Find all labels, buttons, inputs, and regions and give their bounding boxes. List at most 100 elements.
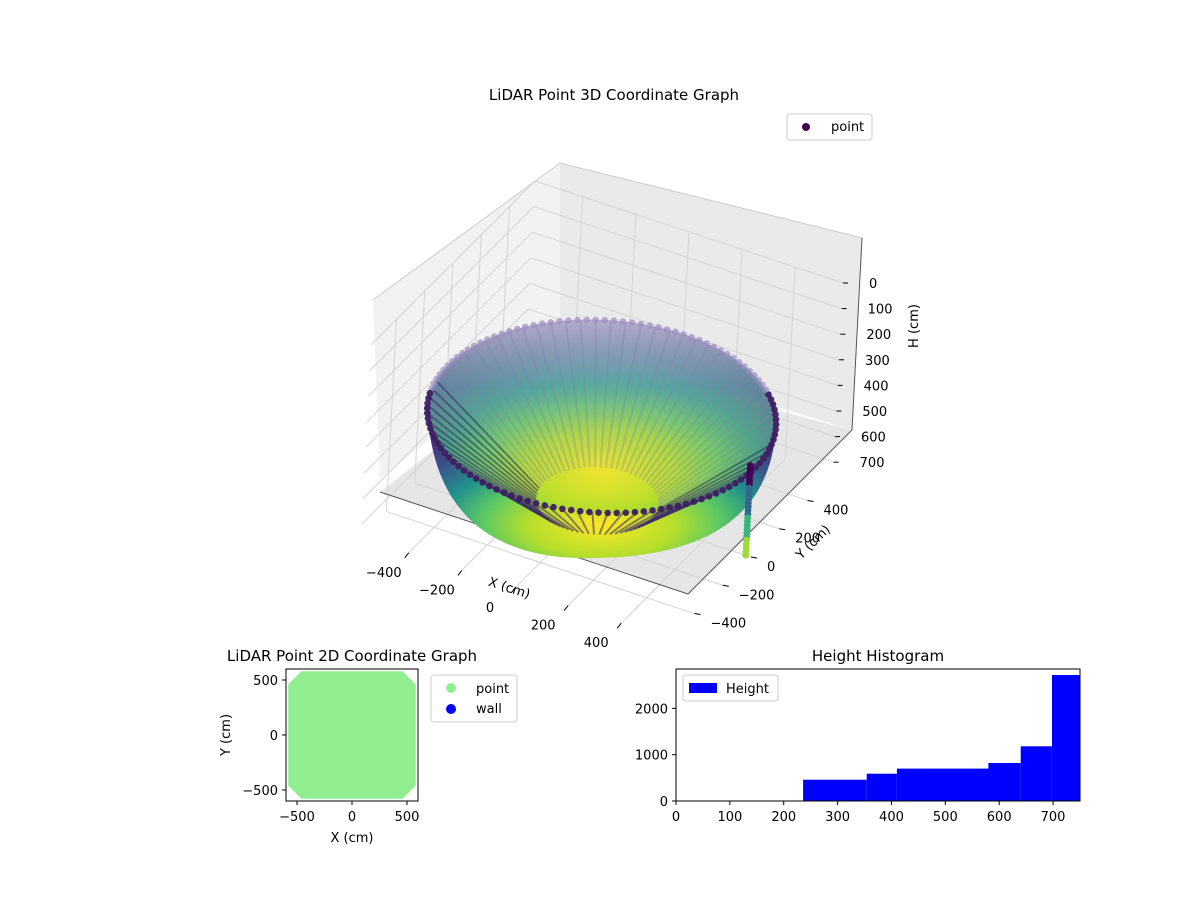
- histogram-x-tick-label: 600: [987, 810, 1012, 825]
- grid-line-y-back: [414, 291, 426, 484]
- bowl-rim-point: [735, 358, 743, 366]
- bowl-meridian: [604, 321, 628, 468]
- plot2d-legend-wall-marker: [446, 704, 456, 714]
- bowl-rim-point: [741, 363, 748, 370]
- bowl-meridian: [656, 443, 773, 512]
- plot2d: LiDAR Point 2D Coordinate Graph −500 0 500…: [219, 647, 518, 846]
- bowl-rim-point: [730, 354, 737, 362]
- bowl-rim-point: [628, 319, 636, 327]
- plot2d-y-tick-label: 0: [270, 729, 278, 744]
- bowl-rim-point: [759, 381, 766, 389]
- plot3d-x-tick-label: 400: [584, 636, 609, 651]
- bowl-meridian: [650, 377, 758, 489]
- histogram-x-tick-label: 0: [672, 810, 680, 825]
- histogram-x-tick-label: 300: [825, 810, 850, 825]
- bowl-rim-point: [712, 490, 720, 497]
- bowl-rim-point: [550, 503, 557, 511]
- plot3d-z-tick-label: 400: [864, 379, 889, 394]
- bowl-meridian: [430, 429, 539, 507]
- plot3d-z-tick-label: 500: [862, 405, 887, 420]
- plot3d-z-tick-label: 700: [860, 456, 885, 471]
- bowl-rim-point: [437, 444, 445, 452]
- bowl-rim-point: [586, 508, 593, 516]
- bowl-rim-point: [725, 483, 733, 491]
- histogram-bars: [803, 675, 1080, 801]
- bowl-rim-point: [516, 495, 523, 502]
- histogram-title: Height Histogram: [812, 647, 944, 665]
- bowl-rim-point: [522, 323, 529, 331]
- bowl-rim-point: [559, 505, 566, 513]
- plot3d-bowl-surface: [423, 316, 780, 559]
- bowl-meridian: [598, 512, 609, 536]
- histogram: Height Histogram 0 100 200 300 400 500 600 7000…: [635, 647, 1081, 825]
- bowl-meridian: [657, 410, 776, 500]
- grid-line-z-left: [366, 257, 532, 423]
- bowl-rim-point: [688, 333, 695, 341]
- bowl-rim-point: [592, 316, 599, 324]
- bowl-meridian: [428, 395, 538, 495]
- plot3d-y-tick-label: −400: [710, 617, 746, 632]
- bowl-rim-point: [436, 371, 444, 378]
- bowl-meridian: [654, 451, 769, 515]
- plot3d-y-tick-mark: [779, 528, 786, 531]
- plot2d-point-area: [288, 671, 416, 799]
- histogram-legend-swatch: [689, 683, 717, 693]
- bowl-rim-point: [613, 509, 621, 517]
- grid-line-z-right: [530, 257, 840, 361]
- bowl-rim-point: [423, 404, 431, 412]
- bowl-meridian: [638, 349, 722, 479]
- bowl-rim-point: [732, 480, 739, 487]
- bowl-rim-point: [455, 463, 463, 470]
- bowl-meridian: [506, 492, 565, 529]
- plot2d-ticks: −500 0 500 −500 0 500: [242, 674, 419, 825]
- bowl-meridian: [603, 512, 624, 536]
- bowl-rim-point: [646, 322, 654, 329]
- bowl-rim-point: [696, 336, 703, 344]
- plot3d-z-tick-label: 600: [861, 431, 886, 446]
- bowl-rim-point: [698, 495, 705, 503]
- bowl-rim-point: [477, 339, 484, 346]
- bowl-rim-point: [649, 507, 656, 514]
- plot3d-column-points: [742, 462, 754, 559]
- histogram-x-tick-label: 200: [771, 810, 796, 825]
- plot2d-x-tick-label: 0: [348, 810, 356, 825]
- bowl-meridian: [615, 326, 657, 470]
- histogram-bar: [896, 768, 989, 801]
- plot2d-legend-wall-label: wall: [476, 702, 502, 717]
- bowl-meridian: [657, 435, 775, 509]
- bowl-meridian: [508, 330, 566, 472]
- bowl-rim-point: [762, 386, 769, 393]
- bowl-rim-point: [429, 430, 436, 437]
- histogram-x-tick-label: 500: [933, 810, 958, 825]
- column-point: [742, 551, 750, 559]
- plot3d-y-tick-mark: [722, 584, 729, 587]
- plot3d-legend: point: [786, 113, 873, 141]
- bowl-rim-point: [663, 326, 671, 333]
- bowl-meridian: [610, 323, 642, 469]
- bowl-rim-point: [448, 357, 456, 365]
- plot3d-z-tick-label: 300: [865, 354, 890, 369]
- plot3d-x-label: X (cm): [486, 575, 532, 603]
- bowl-rim-point: [547, 319, 555, 326]
- bowl-rim-point: [453, 353, 461, 361]
- plot3d-y-tick-label: −200: [739, 588, 775, 603]
- histogram-bar: [1052, 675, 1080, 801]
- bowl-rim-point: [703, 340, 710, 347]
- bowl-meridian: [609, 511, 639, 536]
- bowl-rim-point: [491, 333, 498, 340]
- plot3d-legend-marker: [802, 123, 810, 131]
- bowl-rim-point: [771, 406, 778, 413]
- plot3d-x-tick-mark: [563, 605, 569, 611]
- bowl-rim-point: [751, 372, 758, 379]
- bowl-meridian: [561, 508, 585, 534]
- bowl-rim-point: [760, 455, 767, 462]
- bowl-rim-point: [424, 409, 431, 417]
- bowl-meridian: [657, 418, 777, 503]
- histogram-legend-label: Height: [726, 682, 769, 697]
- bowl-meridian: [426, 412, 537, 501]
- bowl-rim-point: [530, 321, 537, 329]
- histogram-legend: Height: [682, 674, 779, 702]
- bowl-rim-point: [610, 317, 618, 325]
- bowl-meridian: [656, 401, 773, 497]
- bowl-rim-point: [622, 509, 630, 516]
